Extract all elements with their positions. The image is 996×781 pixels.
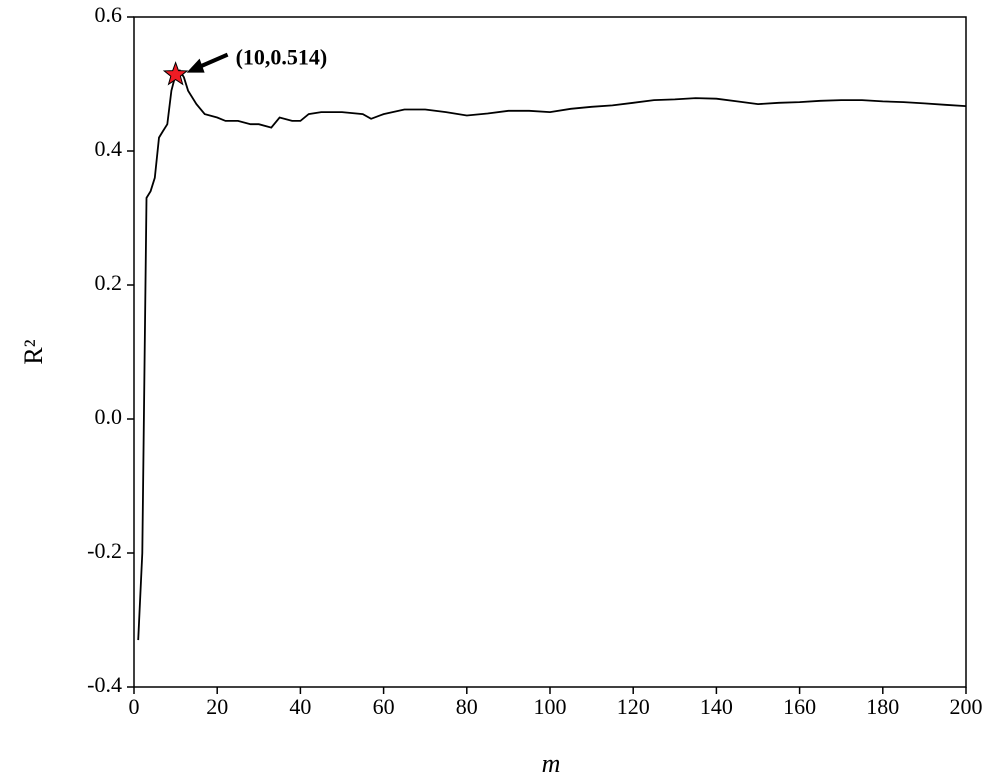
x-tick-label: 200 [950, 694, 983, 719]
x-tick-label: 40 [289, 694, 311, 719]
y-tick-label: 0.6 [95, 2, 123, 27]
x-tick-label: 20 [206, 694, 228, 719]
x-tick-label: 100 [534, 694, 567, 719]
x-tick-label: 160 [783, 694, 816, 719]
x-axis-label: m [542, 749, 561, 778]
x-tick-label: 140 [700, 694, 733, 719]
annotation-arrow [196, 52, 229, 70]
x-tick-label: 60 [373, 694, 395, 719]
y-tick-label: -0.2 [87, 538, 122, 563]
line [137, 69, 967, 641]
y-axis-label: R² [19, 339, 48, 364]
y-tick-label: 0.4 [95, 136, 123, 161]
annotation-arrowhead [186, 58, 205, 73]
y-tick-label: 0.2 [95, 270, 123, 295]
annotation-label: (10,0.514) [236, 45, 328, 70]
y-tick-label: 0.0 [95, 404, 123, 429]
y-tick-label: -0.4 [87, 672, 122, 697]
plot-frame [133, 16, 967, 688]
x-tick-label: 120 [617, 694, 650, 719]
x-tick-label: 80 [456, 694, 478, 719]
x-tick-label: 0 [129, 694, 140, 719]
x-tick-label: 180 [866, 694, 899, 719]
highlight-star [162, 61, 189, 86]
